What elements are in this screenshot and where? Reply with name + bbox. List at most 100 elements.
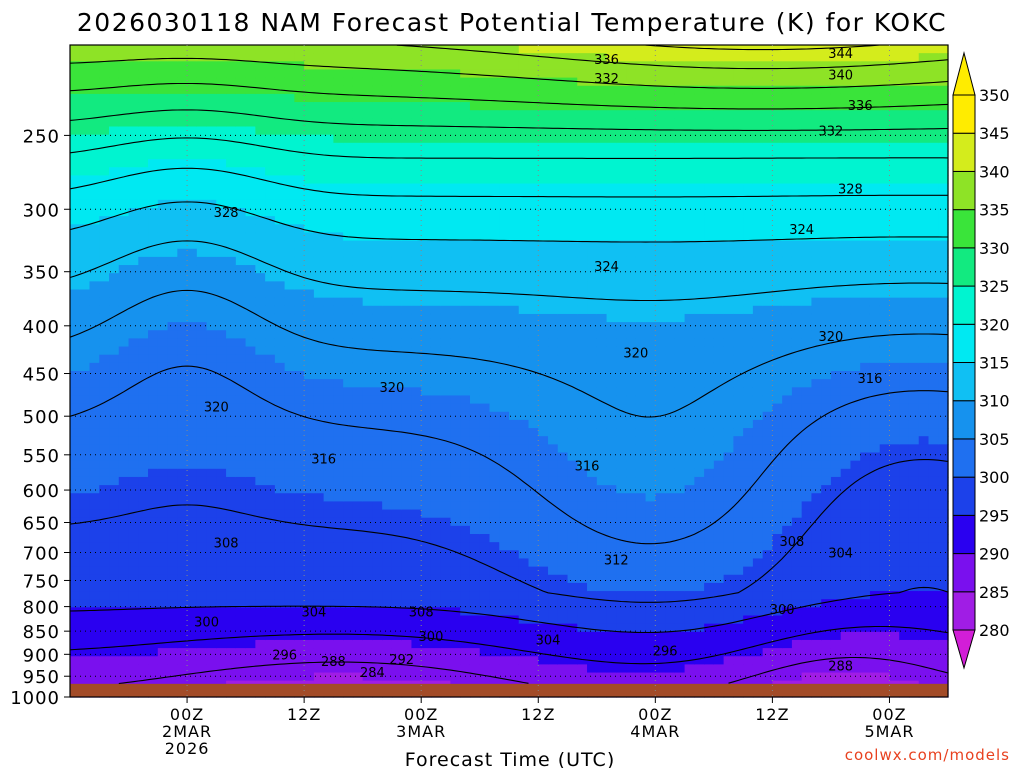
- field-cell: [538, 273, 549, 282]
- field-cell: [499, 656, 510, 665]
- field-cell: [430, 542, 442, 551]
- field-cell: [333, 273, 344, 282]
- field-cell: [304, 175, 315, 185]
- field-cell: [362, 77, 374, 87]
- field-cell: [635, 574, 647, 584]
- field-cell: [109, 648, 120, 657]
- field-cell: [548, 134, 559, 144]
- field-cell: [655, 428, 666, 437]
- field-cell: [645, 607, 656, 617]
- field-cell: [460, 542, 471, 551]
- field-cell: [157, 403, 169, 413]
- field-cell: [313, 517, 325, 527]
- field-cell: [255, 558, 266, 568]
- field-cell: [255, 607, 266, 617]
- field-cell: [626, 134, 637, 144]
- field-cell: [596, 419, 608, 429]
- field-cell: [567, 305, 578, 315]
- field-cell: [235, 289, 247, 299]
- field-cell: [596, 134, 608, 144]
- field-cell: [343, 322, 354, 331]
- field-cell: [352, 379, 364, 388]
- field-cell: [235, 362, 247, 372]
- field-cell: [304, 240, 315, 250]
- field-cell: [665, 338, 676, 348]
- field-cell: [128, 191, 139, 201]
- field-cell: [343, 134, 354, 144]
- field-cell: [89, 224, 100, 234]
- field-cell: [548, 542, 559, 551]
- field-cell: [655, 240, 666, 250]
- field-cell: [79, 305, 91, 315]
- field-cell: [157, 362, 169, 372]
- field-cell: [196, 452, 208, 462]
- field-cell: [469, 428, 481, 437]
- field-cell: [460, 664, 471, 674]
- field-cell: [177, 664, 188, 674]
- field-cell: [284, 61, 295, 71]
- field-cell: [313, 281, 325, 291]
- field-cell: [313, 53, 325, 62]
- field-cell: [313, 305, 325, 315]
- field-cell: [109, 517, 120, 527]
- field-cell: [567, 159, 578, 168]
- field-cell: [391, 289, 403, 299]
- field-cell: [372, 118, 383, 128]
- field-cell: [284, 85, 295, 95]
- field-cell: [557, 550, 569, 560]
- field-cell: [226, 534, 237, 543]
- field-cell: [450, 428, 461, 437]
- field-cell: [255, 591, 266, 600]
- field-cell: [352, 297, 364, 307]
- field-cell: [352, 126, 364, 136]
- field-cell: [372, 639, 383, 649]
- field-cell: [645, 191, 656, 201]
- field-cell: [401, 224, 413, 234]
- field-cell: [587, 468, 598, 478]
- field-cell: [528, 167, 539, 176]
- field-cell: [460, 338, 471, 348]
- field-cell: [128, 134, 139, 144]
- field-cell: [645, 395, 656, 405]
- field-cell: [304, 167, 315, 176]
- field-cell: [616, 93, 627, 103]
- field-cell: [265, 208, 276, 217]
- field-cell: [421, 199, 432, 209]
- field-cell: [469, 53, 481, 62]
- field-cell: [235, 582, 247, 592]
- field-cell: [294, 476, 305, 486]
- field-cell: [528, 428, 539, 437]
- field-cell: [548, 338, 559, 348]
- field-cell: [187, 322, 198, 331]
- field-cell: [372, 256, 383, 266]
- field-cell: [567, 582, 578, 592]
- field-cell: [148, 395, 159, 405]
- field-cell: [587, 248, 598, 258]
- field-cell: [245, 330, 256, 339]
- field-cell: [216, 289, 227, 299]
- field-cell: [635, 403, 647, 413]
- field-cell: [118, 175, 130, 185]
- field-cell: [665, 167, 676, 176]
- field-cell: [382, 338, 393, 348]
- field-cell: [245, 639, 256, 649]
- field-cell: [255, 476, 266, 486]
- field-cell: [548, 110, 559, 119]
- field-cell: [635, 648, 647, 657]
- field-cell: [157, 322, 169, 331]
- field-cell: [245, 273, 256, 282]
- field-cell: [674, 273, 686, 282]
- field-cell: [596, 85, 608, 95]
- field-cell: [245, 338, 256, 348]
- field-cell: [109, 118, 120, 128]
- field-cell: [635, 191, 647, 201]
- field-cell: [352, 550, 364, 560]
- field-cell: [235, 623, 247, 633]
- field-cell: [255, 436, 266, 445]
- field-cell: [430, 175, 442, 185]
- field-cell: [294, 93, 305, 103]
- field-cell: [674, 85, 686, 95]
- field-cell: [148, 232, 159, 242]
- field-cell: [235, 517, 247, 527]
- field-cell: [606, 330, 617, 339]
